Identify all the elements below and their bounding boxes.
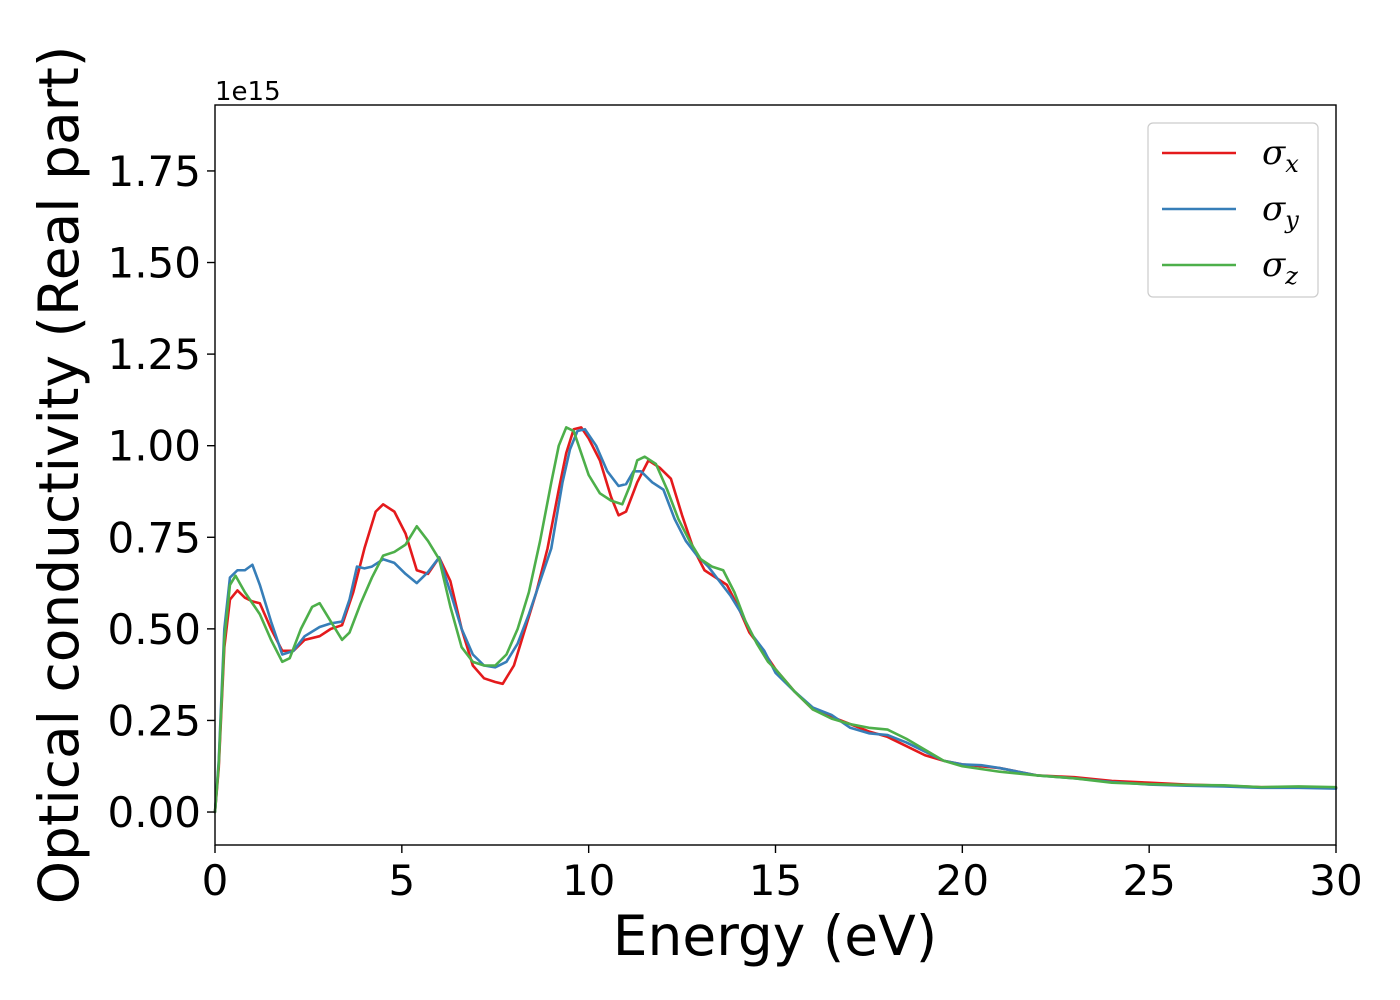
legend-label-symbol: σ — [1262, 245, 1286, 285]
legend-label-subscript: z — [1284, 262, 1298, 290]
x-tick-label: 10 — [562, 856, 615, 905]
legend-label-subscript: x — [1285, 150, 1299, 178]
x-tick-label: 15 — [749, 856, 802, 905]
legend-label-x: σx — [1262, 133, 1299, 178]
x-tick-label: 20 — [936, 856, 989, 905]
series-line-z — [213, 426, 1338, 814]
legend-label-y: σy — [1262, 189, 1299, 234]
y-axis-label: Optical conductivity (Real part) — [27, 46, 91, 905]
series-line-y — [213, 427, 1338, 814]
y-tick-label: 1.50 — [107, 239, 201, 288]
y-tick-label: 1.00 — [107, 422, 201, 471]
y-tick-label: 0.25 — [107, 696, 201, 745]
x-tick-label: 25 — [1122, 856, 1175, 905]
x-axis-label: Energy (eV) — [613, 904, 937, 968]
y-tick-label: 1.25 — [107, 330, 201, 379]
y-tick-label: 0.00 — [107, 788, 201, 837]
y-offset-label: 1e15 — [215, 77, 281, 107]
y-tick-label: 0.75 — [107, 513, 201, 562]
y-axis-ticks: 0.00 0.25 0.50 0.75 1.00 1.25 1.50 1.75 — [107, 147, 215, 837]
y-tick-label: 0.50 — [107, 605, 201, 654]
x-tick-label: 0 — [202, 856, 229, 905]
series-lines — [213, 426, 1338, 814]
x-tick-label: 30 — [1309, 856, 1362, 905]
legend-label-z: σz — [1262, 245, 1298, 290]
legend-label-subscript: y — [1284, 206, 1299, 234]
legend-label-symbol: σ — [1262, 189, 1286, 229]
legend-label-symbol: σ — [1262, 133, 1286, 173]
series-line-x — [213, 426, 1338, 814]
y-tick-label: 1.75 — [107, 147, 201, 196]
x-axis-ticks: 0 5 10 15 20 25 30 — [202, 845, 1363, 905]
x-tick-label: 5 — [388, 856, 415, 905]
